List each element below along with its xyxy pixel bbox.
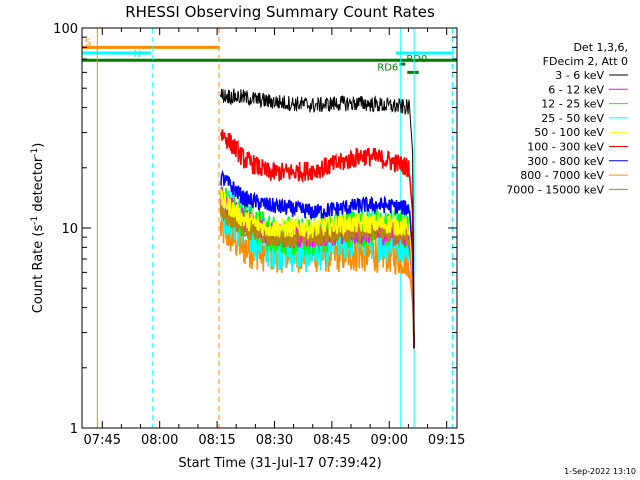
flag-label: RD0 bbox=[406, 54, 427, 65]
legend-label: 800 - 7000 keV bbox=[520, 169, 604, 182]
legend-label: 12 - 25 keV bbox=[541, 98, 604, 111]
y-tick-label: 10 bbox=[61, 222, 78, 237]
footer-date: 1-Sep-2022 13:10 bbox=[564, 467, 636, 476]
legend-header-line2: FDecim 2, Att 0 bbox=[543, 55, 628, 68]
x-tick-label: 07:45 bbox=[84, 433, 121, 448]
series-line bbox=[219, 203, 415, 349]
x-axis-label: Start Time (31-Jul-17 07:39:42) bbox=[178, 456, 381, 471]
flag-bars: S N RD0 RD6 bbox=[82, 37, 457, 74]
series-line bbox=[219, 129, 415, 349]
x-tick-label: 08:45 bbox=[313, 433, 350, 448]
series-line bbox=[219, 188, 415, 349]
flag-label: S bbox=[85, 37, 91, 48]
y-tick-label: 100 bbox=[53, 22, 78, 37]
x-tick-label: 08:30 bbox=[256, 433, 293, 448]
y-tick-label: 1 bbox=[70, 422, 78, 437]
x-axis: 07:45 08:00 08:15 08:30 08:45 09:00 09:15 bbox=[84, 28, 465, 448]
y-axis-label: Count Rate (s-1 detector-1) bbox=[30, 143, 46, 314]
x-tick-label: 09:15 bbox=[428, 433, 465, 448]
legend-label: 3 - 6 keV bbox=[555, 69, 604, 82]
flag-label: RD6 bbox=[377, 62, 398, 73]
legend-label: 7000 - 15000 keV bbox=[506, 183, 604, 196]
legend-header-line1: Det 1,3,6, bbox=[573, 41, 628, 54]
legend-label: 25 - 50 keV bbox=[541, 112, 604, 125]
x-tick-label: 08:15 bbox=[198, 433, 235, 448]
series-line bbox=[220, 88, 415, 349]
flag-label: N bbox=[134, 49, 141, 60]
legend-label: 50 - 100 keV bbox=[534, 126, 604, 139]
chart-title: RHESSI Observing Summary Count Rates bbox=[125, 3, 435, 21]
series-line bbox=[219, 169, 415, 349]
legend-label: 100 - 300 keV bbox=[527, 141, 604, 154]
legend-label: 6 - 12 keV bbox=[548, 83, 604, 96]
y-axis: 1 10 100 bbox=[53, 22, 457, 437]
x-tick-label: 09:00 bbox=[371, 433, 408, 448]
legend-label: 300 - 800 keV bbox=[527, 155, 604, 168]
series-line bbox=[219, 189, 415, 349]
data-series bbox=[219, 88, 415, 349]
x-tick-label: 08:00 bbox=[141, 433, 178, 448]
